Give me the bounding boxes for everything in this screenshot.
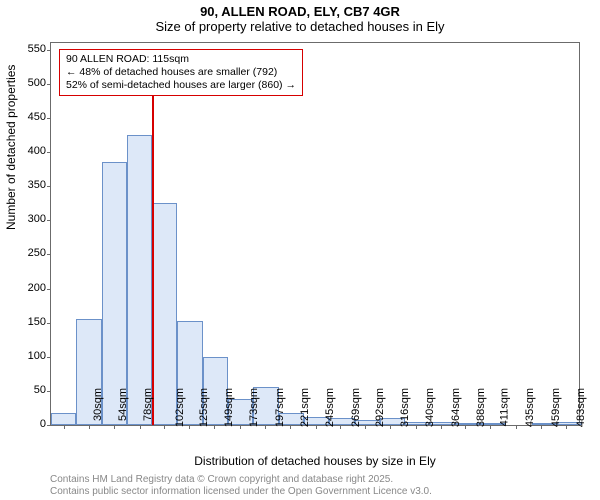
xtick-mark	[64, 425, 65, 429]
xtick-label: 149sqm	[223, 388, 235, 427]
ytick-mark	[47, 254, 51, 255]
ytick-label: 250	[28, 247, 46, 259]
chart-title-sub: Size of property relative to detached ho…	[0, 19, 600, 34]
property-marker-line	[152, 81, 154, 425]
annot-line-3: 52% of semi-detached houses are larger (…	[66, 79, 296, 92]
ytick-label: 50	[34, 384, 46, 396]
ytick-label: 300	[28, 213, 46, 225]
xtick-mark	[566, 425, 567, 429]
xtick-label: 173sqm	[248, 388, 260, 427]
chart-plot-area: 90 ALLEN ROAD: 115sqm← 48% of detached h…	[50, 42, 580, 426]
annot-line-2: ← 48% of detached houses are smaller (79…	[66, 66, 296, 79]
ytick-mark	[47, 323, 51, 324]
ytick-label: 200	[28, 282, 46, 294]
xtick-mark	[441, 425, 442, 429]
xtick-label: 102sqm	[174, 388, 186, 427]
xtick-mark	[365, 425, 366, 429]
xtick-label: 125sqm	[198, 388, 210, 427]
xtick-mark	[89, 425, 90, 429]
footnote: Contains HM Land Registry data © Crown c…	[50, 474, 432, 498]
annotation-box: 90 ALLEN ROAD: 115sqm← 48% of detached h…	[59, 49, 303, 96]
xtick-mark	[340, 425, 341, 429]
xtick-mark	[465, 425, 466, 429]
xtick-mark	[140, 425, 141, 429]
y-axis-label: Number of detached properties	[4, 65, 18, 230]
histogram-bar	[102, 162, 127, 425]
xtick-mark	[490, 425, 491, 429]
xtick-label: 459sqm	[550, 388, 562, 427]
xtick-mark	[316, 425, 317, 429]
ytick-label: 450	[28, 111, 46, 123]
chart-title-main: 90, ALLEN ROAD, ELY, CB7 4GR	[0, 4, 600, 19]
xtick-mark	[265, 425, 266, 429]
ytick-mark	[47, 152, 51, 153]
annot-line-1: 90 ALLEN ROAD: 115sqm	[66, 53, 296, 66]
xtick-mark	[390, 425, 391, 429]
xtick-label: 245sqm	[324, 388, 336, 427]
ytick-label: 350	[28, 179, 46, 191]
footnote-line-1: Contains HM Land Registry data © Crown c…	[50, 474, 432, 486]
xtick-label: 411sqm	[499, 388, 511, 426]
xtick-mark	[164, 425, 165, 429]
ytick-label: 500	[28, 77, 46, 89]
xtick-label: 316sqm	[399, 388, 411, 427]
ytick-mark	[47, 357, 51, 358]
xtick-label: 221sqm	[299, 388, 311, 427]
x-axis-label: Distribution of detached houses by size …	[50, 454, 580, 468]
xtick-mark	[189, 425, 190, 429]
ytick-mark	[47, 391, 51, 392]
ytick-mark	[47, 425, 51, 426]
ytick-label: 550	[28, 43, 46, 55]
xtick-mark	[290, 425, 291, 429]
ytick-label: 100	[28, 350, 46, 362]
xtick-label: 292sqm	[374, 388, 386, 427]
xtick-label: 269sqm	[350, 388, 362, 427]
ytick-label: 400	[28, 145, 46, 157]
xtick-label: 340sqm	[424, 388, 436, 427]
ytick-mark	[47, 84, 51, 85]
ytick-mark	[47, 50, 51, 51]
xtick-mark	[114, 425, 115, 429]
xtick-mark	[214, 425, 215, 429]
xtick-label: 388sqm	[475, 388, 487, 427]
xtick-label: 30sqm	[92, 388, 104, 421]
xtick-label: 435sqm	[525, 388, 537, 427]
xtick-mark	[541, 425, 542, 429]
xtick-mark	[416, 425, 417, 429]
footnote-line-2: Contains public sector information licen…	[50, 486, 432, 498]
ytick-mark	[47, 118, 51, 119]
histogram-bar	[127, 135, 152, 425]
xtick-mark	[516, 425, 517, 429]
ytick-label: 150	[28, 316, 46, 328]
ytick-label: 0	[40, 418, 46, 430]
xtick-mark	[240, 425, 241, 429]
xtick-label: 483sqm	[575, 388, 587, 427]
xtick-label: 197sqm	[274, 388, 286, 427]
xtick-label: 54sqm	[117, 388, 129, 421]
xtick-label: 364sqm	[450, 388, 462, 427]
ytick-mark	[47, 220, 51, 221]
xtick-label: 78sqm	[142, 388, 154, 421]
ytick-mark	[47, 186, 51, 187]
histogram-bar	[51, 413, 76, 425]
ytick-mark	[47, 289, 51, 290]
